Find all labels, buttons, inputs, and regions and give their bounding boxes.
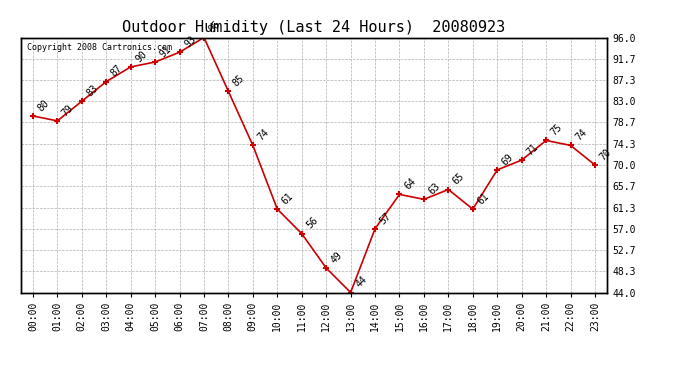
Text: 93: 93 — [182, 34, 198, 50]
Text: 44: 44 — [353, 274, 368, 290]
Text: 61: 61 — [475, 191, 491, 206]
Text: 91: 91 — [158, 44, 173, 59]
Text: Copyright 2008 Cartronics.com: Copyright 2008 Cartronics.com — [26, 43, 172, 52]
Text: 85: 85 — [231, 73, 246, 88]
Text: 65: 65 — [451, 171, 466, 187]
Text: 49: 49 — [329, 250, 344, 265]
Text: 56: 56 — [304, 216, 320, 231]
Text: 75: 75 — [549, 122, 564, 138]
Title: Outdoor Humidity (Last 24 Hours)  20080923: Outdoor Humidity (Last 24 Hours) 2008092… — [122, 20, 506, 35]
Text: 63: 63 — [426, 181, 442, 196]
Text: 74: 74 — [255, 127, 271, 142]
Text: 80: 80 — [36, 98, 51, 113]
Text: 74: 74 — [573, 127, 589, 142]
Text: 64: 64 — [402, 176, 417, 192]
Text: 71: 71 — [524, 142, 540, 158]
Text: 90: 90 — [133, 49, 149, 64]
Text: 69: 69 — [500, 152, 515, 167]
Text: 83: 83 — [85, 83, 100, 99]
Text: 57: 57 — [378, 211, 393, 226]
Text: 96: 96 — [207, 20, 222, 35]
Text: 61: 61 — [280, 191, 295, 206]
Text: 70: 70 — [598, 147, 613, 162]
Text: 87: 87 — [109, 63, 124, 79]
Text: 79: 79 — [60, 103, 75, 118]
